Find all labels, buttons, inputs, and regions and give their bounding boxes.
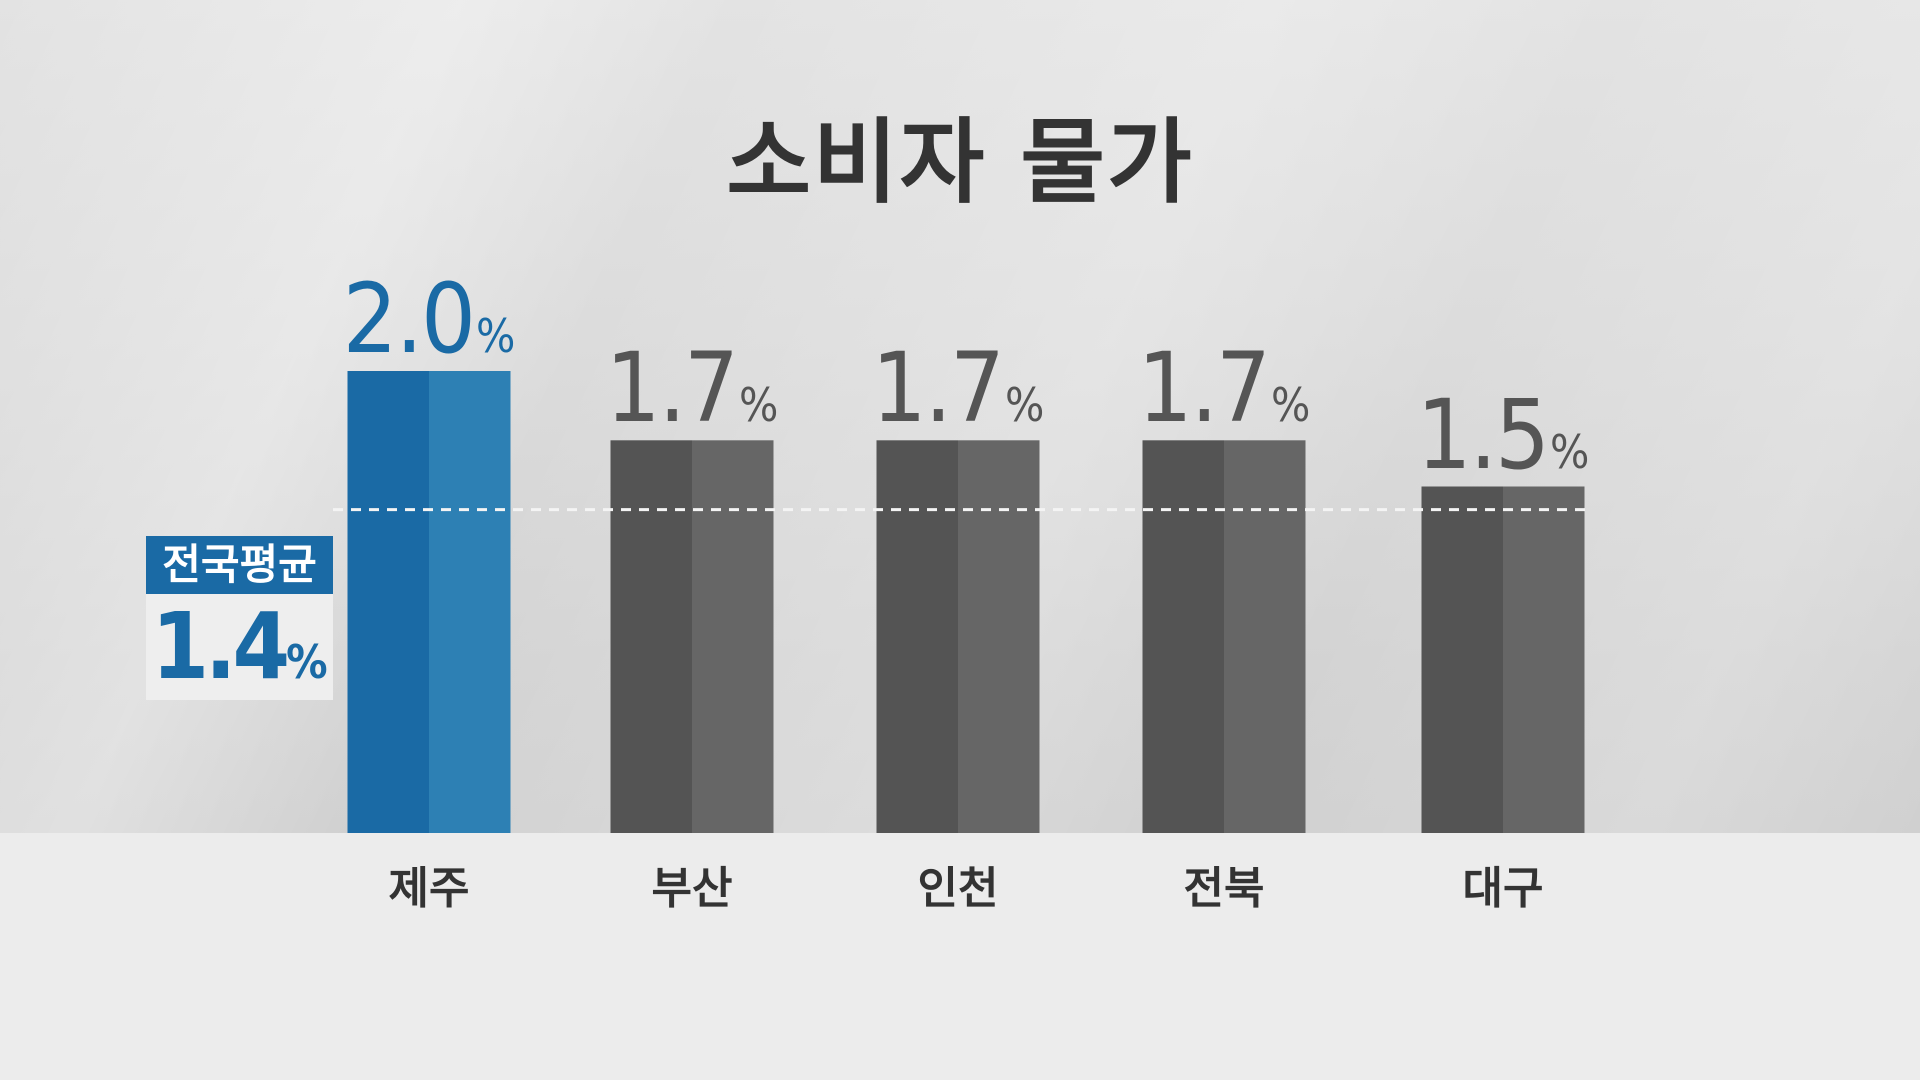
bar-value-unit: %: [1004, 378, 1045, 433]
bar-1: [347, 371, 511, 833]
bar-5-right-face: [1503, 486, 1585, 833]
category-label: 부산: [651, 863, 733, 914]
category-label: 제주: [388, 863, 470, 914]
bar-value-unit: %: [738, 378, 779, 433]
bar-value-number: 1.5: [1416, 378, 1550, 491]
national-average-number: 1.4: [151, 593, 290, 700]
bar-3-left-face: [876, 440, 958, 833]
chart-title: 소비자 물가: [726, 109, 1194, 216]
bar-value-label: 1.7%: [572, 332, 812, 444]
bar-value-label: 2.0%: [309, 263, 549, 375]
bar-2-left-face: [610, 440, 692, 833]
national-average-value: 1.4%: [146, 594, 333, 700]
bar-value-unit: %: [1270, 378, 1311, 433]
bar-value-number: 1.7: [1137, 332, 1271, 445]
bar-3: [876, 440, 1040, 833]
bar-4-left-face: [1142, 440, 1224, 833]
bar-value-label: 1.7%: [1104, 332, 1344, 444]
category-label: 인천: [917, 863, 999, 914]
national-average-box: 전국평균 1.4%: [146, 536, 333, 700]
bar-value-unit: %: [1549, 424, 1590, 479]
bar-2-right-face: [692, 440, 774, 833]
bar-4: [1142, 440, 1306, 833]
national-average-label: 전국평균: [146, 536, 333, 594]
bar-5: [1421, 486, 1585, 833]
bar-value-label: 1.5%: [1383, 379, 1623, 491]
chart-floor: [0, 833, 1920, 1080]
bar-value-number: 2.0: [342, 263, 476, 375]
bar-value-label: 1.7%: [838, 332, 1078, 444]
bar-5-left-face: [1421, 486, 1503, 833]
bar-3-right-face: [958, 440, 1040, 833]
bar-2: [610, 440, 774, 833]
bar-value-number: 1.7: [605, 332, 739, 445]
bar-value-unit: %: [475, 309, 516, 363]
bar-4-right-face: [1224, 440, 1306, 833]
category-label: 대구: [1462, 863, 1544, 914]
bar-1-left-face: [347, 371, 429, 833]
bar-1-right-face: [429, 371, 511, 833]
national-average-unit: %: [286, 635, 328, 689]
bar-value-number: 1.7: [871, 332, 1005, 445]
category-label: 전북: [1183, 863, 1265, 914]
